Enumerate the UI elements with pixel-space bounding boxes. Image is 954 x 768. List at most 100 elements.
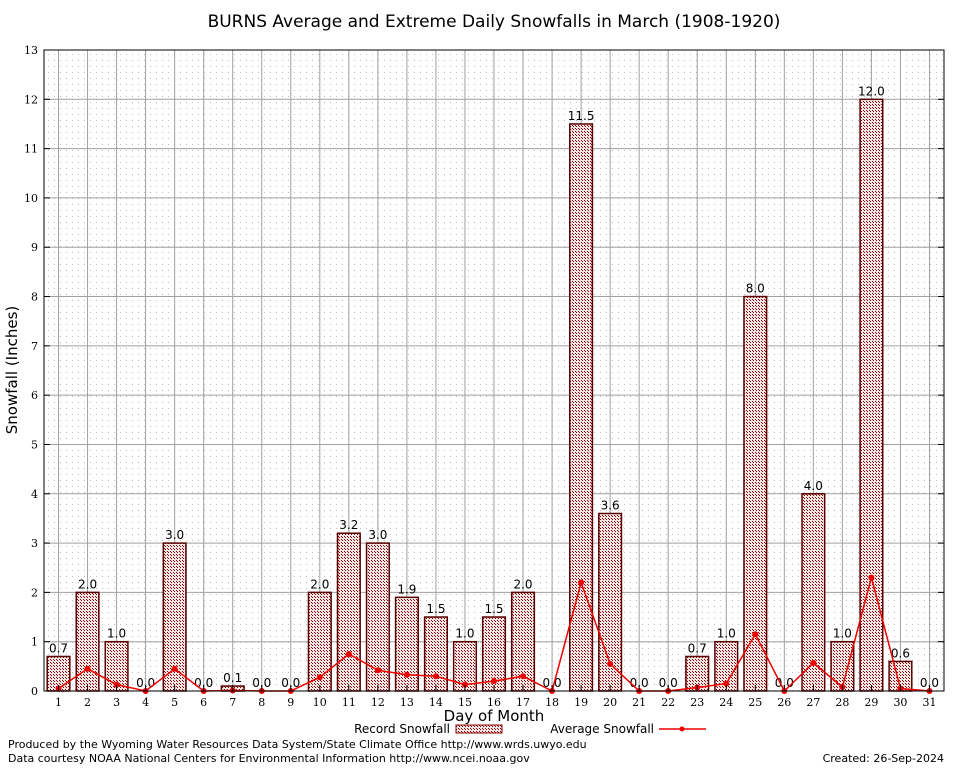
x-tick-label: 31 — [922, 696, 936, 709]
record-bar — [336, 532, 361, 692]
x-tick-label: 10 — [313, 696, 327, 709]
x-tick-label: 1 — [55, 696, 62, 709]
x-tick-label: 17 — [516, 696, 530, 709]
bar-data-label: 1.0 — [107, 627, 126, 641]
average-point — [171, 665, 178, 672]
average-point — [578, 579, 585, 586]
bar-data-label: 1.5 — [426, 602, 445, 616]
average-point — [491, 678, 497, 685]
x-tick-label: 30 — [893, 696, 907, 709]
bar-data-label: 1.0 — [455, 627, 474, 641]
bar-data-label: 11.5 — [568, 109, 595, 123]
bar-data-label: 0.0 — [281, 676, 300, 690]
y-tick-label: 4 — [31, 488, 38, 501]
average-point — [84, 665, 91, 672]
x-tick-label: 19 — [574, 696, 588, 709]
y-tick-label: 2 — [31, 586, 38, 599]
x-tick-label: 25 — [748, 696, 762, 709]
bar-data-labels: 0.7 2.0 1.0 0.0 3.0 0.0 0.1 0.0 0.0 2.0 3.2 3.0 1.9 1… — [49, 84, 939, 690]
legend-average-label: Average Snowfall — [550, 722, 654, 736]
x-tick-label: 14 — [429, 696, 443, 709]
y-tick-label: 7 — [31, 340, 38, 353]
average-point — [752, 631, 759, 638]
record-bar — [423, 616, 449, 692]
bar-data-label: 1.0 — [717, 627, 736, 641]
record-bar — [830, 640, 855, 692]
y-tick-label: 9 — [31, 241, 38, 254]
x-tick-label: 15 — [458, 696, 472, 709]
x-axis-ticks: 1 2 3 4 5 6 7 8 9 10 11 12 13 14 15 16 17 18 19 20 21 22 23 24 2… — [55, 685, 936, 709]
x-tick-label: 11 — [342, 696, 356, 709]
x-axis-label: Day of Month — [444, 707, 545, 725]
average-point — [520, 673, 527, 680]
y-axis-label: Snowfall (Inches) — [3, 306, 21, 434]
legend: Record Snowfall Average Snowfall — [354, 722, 706, 736]
y-tick-label: 8 — [31, 291, 38, 304]
x-tick-label: 2 — [84, 696, 91, 709]
x-tick-label: 9 — [287, 696, 294, 709]
x-tick-label: 24 — [719, 696, 733, 709]
footer-produced-by: Produced by the Wyoming Water Resources … — [8, 738, 587, 751]
bar-data-label: 3.0 — [165, 528, 184, 542]
y-tick-label: 10 — [24, 192, 38, 205]
bar-data-label: 1.0 — [833, 627, 852, 641]
footer-data-courtesy: Data courtesy NOAA National Centers for … — [8, 752, 530, 765]
x-tick-label: 8 — [258, 696, 265, 709]
x-tick-label: 13 — [400, 696, 414, 709]
average-point — [461, 681, 468, 688]
footer-created: Created: 26-Sep-2024 — [823, 752, 944, 765]
x-tick-label: 6 — [200, 696, 207, 709]
bar-data-label: 0.6 — [891, 646, 910, 660]
average-point — [345, 651, 352, 658]
bar-data-label: 12.0 — [858, 84, 885, 98]
x-tick-label: 20 — [603, 696, 617, 709]
record-bar — [859, 98, 884, 692]
record-snowfall-bars — [46, 98, 913, 692]
x-tick-label: 29 — [864, 696, 878, 709]
legend-record-label: Record Snowfall — [354, 722, 450, 736]
y-tick-label: 0 — [31, 685, 38, 698]
bar-data-label: 0.0 — [252, 676, 271, 690]
bar-data-label: 4.0 — [804, 479, 823, 493]
x-tick-label: 21 — [632, 696, 646, 709]
bar-data-label: 1.9 — [397, 582, 416, 596]
bar-data-label: 2.0 — [78, 577, 97, 591]
x-tick-label: 27 — [806, 696, 820, 709]
grid-lines — [44, 50, 944, 691]
y-tick-label: 3 — [31, 537, 38, 550]
bar-data-label: 1.5 — [484, 602, 503, 616]
x-tick-label: 4 — [142, 696, 149, 709]
bar-data-label: 0.7 — [688, 641, 707, 655]
x-tick-label: 3 — [113, 696, 120, 709]
x-tick-label: 18 — [545, 696, 559, 709]
y-tick-label: 1 — [31, 636, 38, 649]
y-tick-label: 11 — [24, 143, 38, 156]
bar-data-label: 3.2 — [339, 518, 358, 532]
bar-data-label: 2.0 — [513, 577, 532, 591]
bar-data-label: 0.0 — [543, 676, 562, 690]
legend-record-swatch — [455, 724, 503, 734]
x-tick-label: 16 — [487, 696, 501, 709]
bar-data-label: 3.0 — [368, 528, 387, 542]
x-tick-label: 28 — [835, 696, 849, 709]
bar-data-label: 0.0 — [659, 676, 678, 690]
bar-data-label: 0.7 — [49, 641, 68, 655]
y-tick-label: 12 — [24, 93, 38, 106]
average-point — [432, 673, 439, 680]
x-tick-label: 22 — [661, 696, 675, 709]
x-tick-label: 23 — [690, 696, 704, 709]
average-point — [607, 660, 614, 667]
y-tick-label: 13 — [24, 44, 38, 57]
x-tick-label: 5 — [171, 696, 178, 709]
bar-data-label: 2.0 — [310, 577, 329, 591]
bar-data-label: 0.0 — [920, 676, 939, 690]
bar-data-label: 0.1 — [223, 671, 242, 685]
y-tick-label: 5 — [31, 438, 38, 451]
average-point — [316, 674, 323, 681]
x-tick-label: 26 — [777, 696, 791, 709]
average-point — [810, 659, 817, 666]
x-tick-label: 12 — [371, 696, 385, 709]
average-point — [403, 671, 410, 678]
